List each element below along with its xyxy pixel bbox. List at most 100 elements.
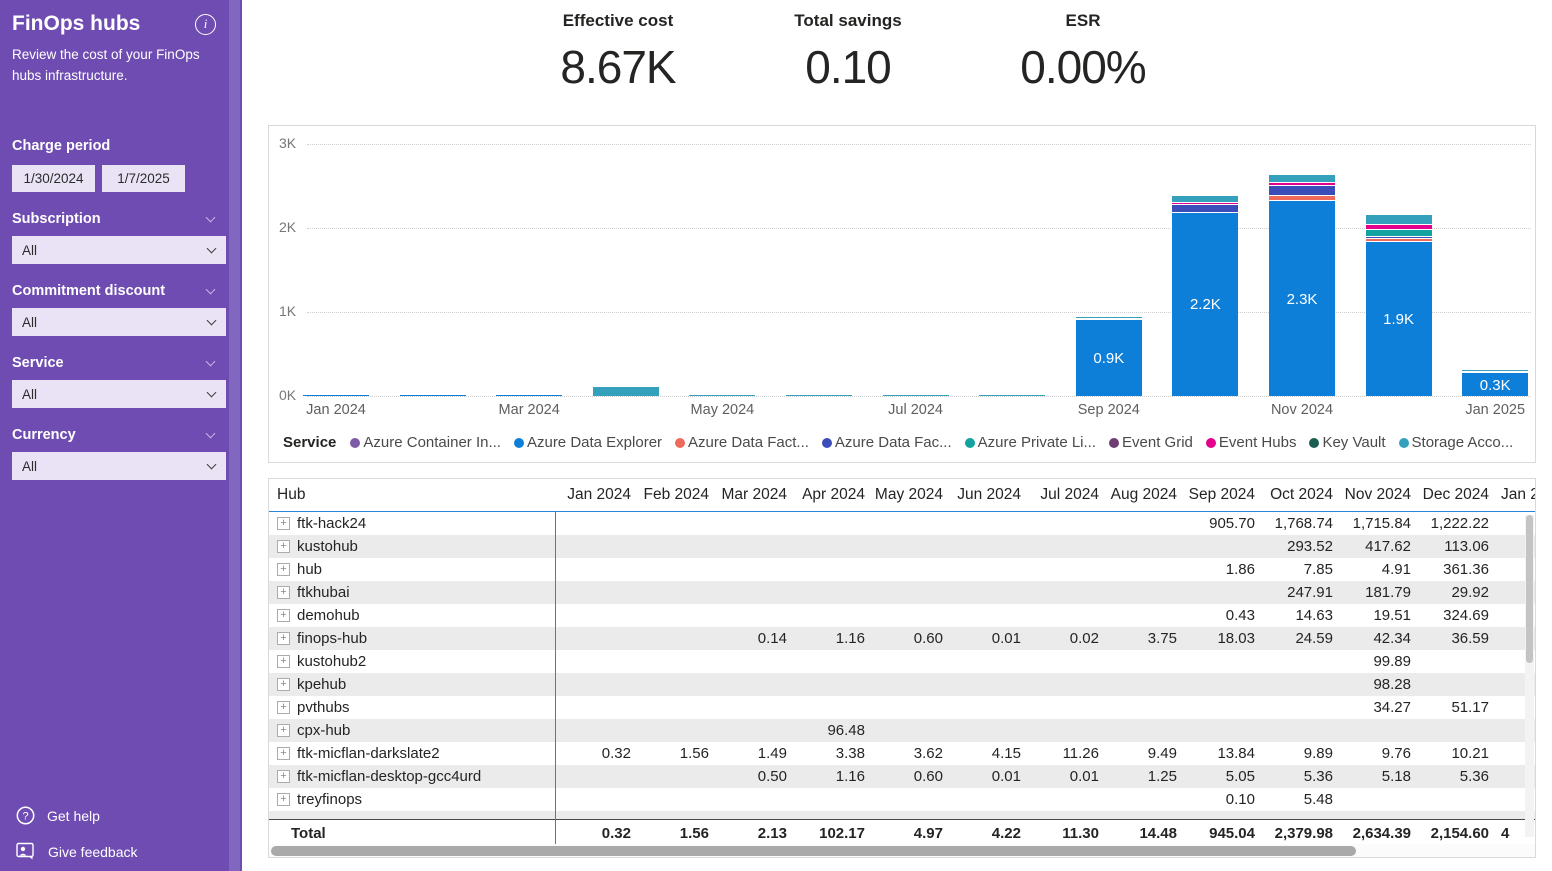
column-header-month[interactable]: Jan 2024 — [567, 486, 631, 503]
hub-name: ftkhubai — [297, 584, 350, 601]
chart-bar-jan-2025[interactable]: 0.3K — [1462, 370, 1529, 396]
expand-icon[interactable]: + — [277, 655, 290, 668]
chart-bar-jan-2024[interactable] — [303, 394, 369, 396]
chart-bar-nov-2024[interactable]: 2.3K — [1269, 174, 1335, 396]
chart-bar-apr-2024[interactable] — [592, 387, 659, 396]
cost-cell: 9.89 — [1303, 745, 1333, 762]
legend-color-dot — [821, 437, 832, 448]
column-header-month[interactable]: Feb 2024 — [643, 486, 710, 503]
clipped-table-row — [269, 811, 1535, 819]
table-row[interactable]: + ftk-hack24 905.70 1,768.74 1,715.84 1,222.2… — [269, 512, 1535, 535]
expand-icon[interactable]: + — [277, 586, 290, 599]
legend-item[interactable]: Event Grid — [1109, 434, 1193, 451]
table-row[interactable]: + kustohub2 99.89 — [269, 650, 1535, 673]
chart-bar-feb-2024[interactable] — [399, 394, 466, 396]
expand-icon[interactable]: + — [277, 678, 290, 691]
column-header-month[interactable]: Aug 2024 — [1110, 486, 1177, 503]
service-dropdown[interactable]: All — [12, 380, 226, 408]
subscription-dropdown[interactable]: All — [12, 236, 226, 264]
table-row[interactable]: + kpehub 98.28 — [269, 673, 1535, 696]
legend-item[interactable]: Azure Data Explorer — [513, 434, 662, 451]
column-header-hub[interactable]: Hub — [277, 486, 306, 503]
sidebar-scrollbar[interactable] — [229, 0, 240, 871]
legend-item[interactable]: Event Hubs — [1205, 434, 1296, 451]
legend-item[interactable]: Azure Container In... — [350, 434, 501, 451]
table-vertical-scrollbar[interactable] — [1525, 515, 1534, 837]
bar-segment — [1365, 215, 1432, 226]
give-feedback-link[interactable]: Give feedback — [16, 842, 138, 861]
chart-bar-aug-2024[interactable] — [979, 394, 1046, 396]
bar-segment — [592, 387, 659, 396]
chevron-down-icon[interactable] — [205, 284, 216, 294]
expand-icon[interactable]: + — [277, 563, 290, 576]
bar-segment — [1462, 370, 1529, 372]
hub-name-cell: + ftk-micflan-desktop-gcc4urd — [269, 768, 555, 785]
chart-bar-may-2024[interactable] — [689, 394, 756, 396]
chart-bar-jun-2024[interactable] — [786, 394, 852, 396]
table-row[interactable]: + ftk-micflan-desktop-gcc4urd 0.50 1.16 0.60… — [269, 765, 1535, 788]
cost-cell: 1,768.74 — [1274, 515, 1333, 532]
column-header-month[interactable]: Dec 2024 — [1422, 486, 1489, 503]
legend-item[interactable]: Azure Data Fac... — [821, 434, 952, 451]
column-header-month[interactable]: Jun 2024 — [957, 486, 1021, 503]
table-row[interactable]: + cpx-hub 96.48 — [269, 719, 1535, 742]
chart-bar-dec-2024[interactable]: 1.9K — [1365, 215, 1432, 396]
currency-dropdown[interactable]: All — [12, 452, 226, 480]
cost-cell: 293.52 — [1287, 538, 1333, 555]
chevron-down-icon[interactable] — [205, 212, 216, 222]
horizontal-scrollbar-thumb[interactable] — [271, 845, 1356, 856]
chart-bar-mar-2024[interactable] — [496, 394, 563, 396]
column-header-month[interactable]: Sep 2024 — [1188, 486, 1255, 503]
column-header-month[interactable]: Jul 2024 — [1040, 486, 1099, 503]
get-help-link[interactable]: ? Get help — [16, 806, 100, 825]
table-row[interactable]: + kustohub 293.52 417.62 113.06 — [269, 535, 1535, 558]
charge-period-end-input[interactable]: 1/7/2025 — [102, 165, 185, 192]
expand-icon[interactable]: + — [277, 517, 290, 530]
column-header-month[interactable]: May 2024 — [874, 486, 943, 503]
legend-item[interactable]: Storage Acco... — [1398, 434, 1513, 451]
gridline — [307, 228, 1531, 229]
chevron-down-icon[interactable] — [205, 428, 216, 438]
legend-item[interactable]: Key Vault — [1309, 434, 1386, 451]
currency-filter-label: Currency — [12, 427, 76, 443]
vertical-scrollbar-thumb[interactable] — [1526, 515, 1533, 663]
cost-cell: 247.91 — [1287, 584, 1333, 601]
table-horizontal-scrollbar[interactable] — [269, 844, 1535, 857]
column-header-month[interactable]: Apr 2024 — [802, 486, 865, 503]
expand-icon[interactable]: + — [277, 747, 290, 760]
kpi-effective-cost: Effective cost 8.67K — [538, 11, 698, 94]
table-row[interactable]: + demohub 0.43 14.63 19.51 324.69 — [269, 604, 1535, 627]
column-header-month[interactable]: Oct 2024 — [1270, 486, 1333, 503]
expand-icon[interactable]: + — [277, 793, 290, 806]
table-row[interactable]: + hub 1.86 7.85 4.91 361.36 — [269, 558, 1535, 581]
expand-icon[interactable]: + — [277, 724, 290, 737]
chart-bar-sep-2024[interactable]: 0.9K — [1075, 316, 1142, 396]
bar-segment — [1462, 373, 1529, 396]
expand-icon[interactable]: + — [277, 609, 290, 622]
bar-segment — [1172, 204, 1239, 213]
legend-item[interactable]: Azure Private Li... — [964, 434, 1096, 451]
chart-bar-jul-2024[interactable] — [882, 394, 949, 396]
column-header-month[interactable]: Mar 2024 — [721, 486, 787, 503]
legend-item[interactable]: Azure Data Fact... — [675, 434, 809, 451]
expand-icon[interactable]: + — [277, 770, 290, 783]
table-row[interactable]: + treyfinops 0.10 5.48 — [269, 788, 1535, 811]
table-row[interactable]: + pvthubs 34.27 51.17 — [269, 696, 1535, 719]
bar-segment — [1365, 241, 1432, 396]
bar-value-label: 2.2K — [1189, 296, 1221, 314]
charge-period-start-input[interactable]: 1/30/2024 — [12, 165, 95, 192]
chart-bar-oct-2024[interactable]: 2.2K — [1172, 196, 1239, 396]
cost-cell: 1.16 — [835, 630, 865, 647]
chevron-down-icon[interactable] — [205, 356, 216, 366]
table-row[interactable]: + ftkhubai 247.91 181.79 29.92 — [269, 581, 1535, 604]
commitment-discount-dropdown[interactable]: All — [12, 308, 226, 336]
table-row[interactable]: + finops-hub 0.14 1.16 0.60 0.01 0.02 3.75 18.03… — [269, 627, 1535, 650]
column-header-month[interactable]: Nov 2024 — [1344, 486, 1411, 503]
info-icon[interactable]: i — [195, 13, 216, 35]
expand-icon[interactable]: + — [277, 540, 290, 553]
column-header-month-clipped[interactable]: Jan 2025 — [1501, 486, 1535, 503]
expand-icon[interactable]: + — [277, 632, 290, 645]
legend-color-dot — [513, 437, 524, 448]
expand-icon[interactable]: + — [277, 701, 290, 714]
table-row[interactable]: + ftk-micflan-darkslate2 0.32 1.56 1.49 3.38 3… — [269, 742, 1535, 765]
